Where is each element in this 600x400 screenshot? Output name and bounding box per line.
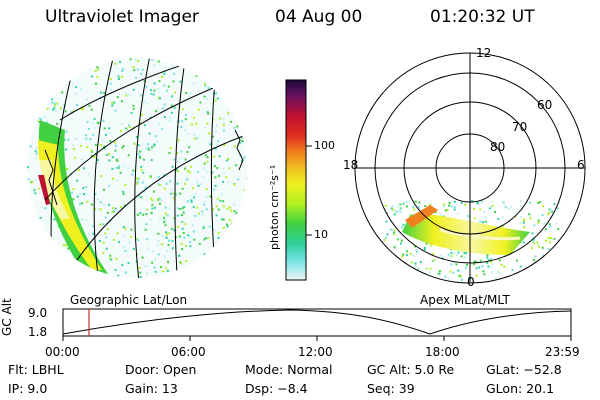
timeline-x-label-2: 12:00 <box>298 345 333 359</box>
info-ip: IP: 9.0 <box>8 381 48 396</box>
time-label: 01:20:32 UT <box>430 7 535 27</box>
altitude-timeline <box>62 308 572 341</box>
info-mode: Mode: Normal <box>245 362 333 377</box>
colorbar-unit-label: photon cm⁻²s⁻¹ <box>268 164 281 250</box>
colorbar-tick-100: 100 <box>314 139 335 152</box>
polar-label-70: 70 <box>512 120 528 134</box>
date-label: 04 Aug 00 <box>275 7 363 27</box>
info-filter: Flt: LBHL <box>8 362 64 377</box>
info-gain: Gain: 13 <box>125 381 178 396</box>
polar-label-0: 0 <box>467 275 475 289</box>
info-seq: Seq: 39 <box>367 381 415 396</box>
timeline-x-label-3: 18:00 <box>425 345 460 359</box>
timeline-axis-label: GC Alt <box>0 298 14 336</box>
polar-label-12: 12 <box>476 46 492 60</box>
left-panel-label: Geographic Lat/Lon <box>70 293 188 307</box>
polar-label-18: 18 <box>343 158 359 172</box>
polar-label-6: 6 <box>577 158 585 172</box>
info-dsp: Dsp: −8.4 <box>245 381 308 396</box>
info-gc-alt: GC Alt: 5.0 Re <box>367 362 455 377</box>
info-glat: GLat: −52.8 <box>486 362 562 377</box>
geographic-image <box>27 58 247 278</box>
info-glon: GLon: 20.1 <box>486 381 555 396</box>
timeline-y-bottom: 1.8 <box>28 325 48 339</box>
timeline-x-label-4: 23:59 <box>545 345 580 359</box>
right-panel-label: Apex MLat/MLT <box>420 293 510 307</box>
timeline-x-label-1: 06:00 <box>171 345 206 359</box>
polar-label-80: 80 <box>490 140 506 154</box>
colorbar <box>285 79 307 281</box>
timeline-y-top: 9.0 <box>28 306 48 320</box>
polar-label-60: 60 <box>537 98 553 112</box>
polar-plot <box>354 52 586 284</box>
instrument-title: Ultraviolet Imager <box>45 7 199 27</box>
timeline-x-label-0: 00:00 <box>45 345 80 359</box>
colorbar-tick-10: 10 <box>314 228 328 241</box>
info-door: Door: Open <box>125 362 197 377</box>
